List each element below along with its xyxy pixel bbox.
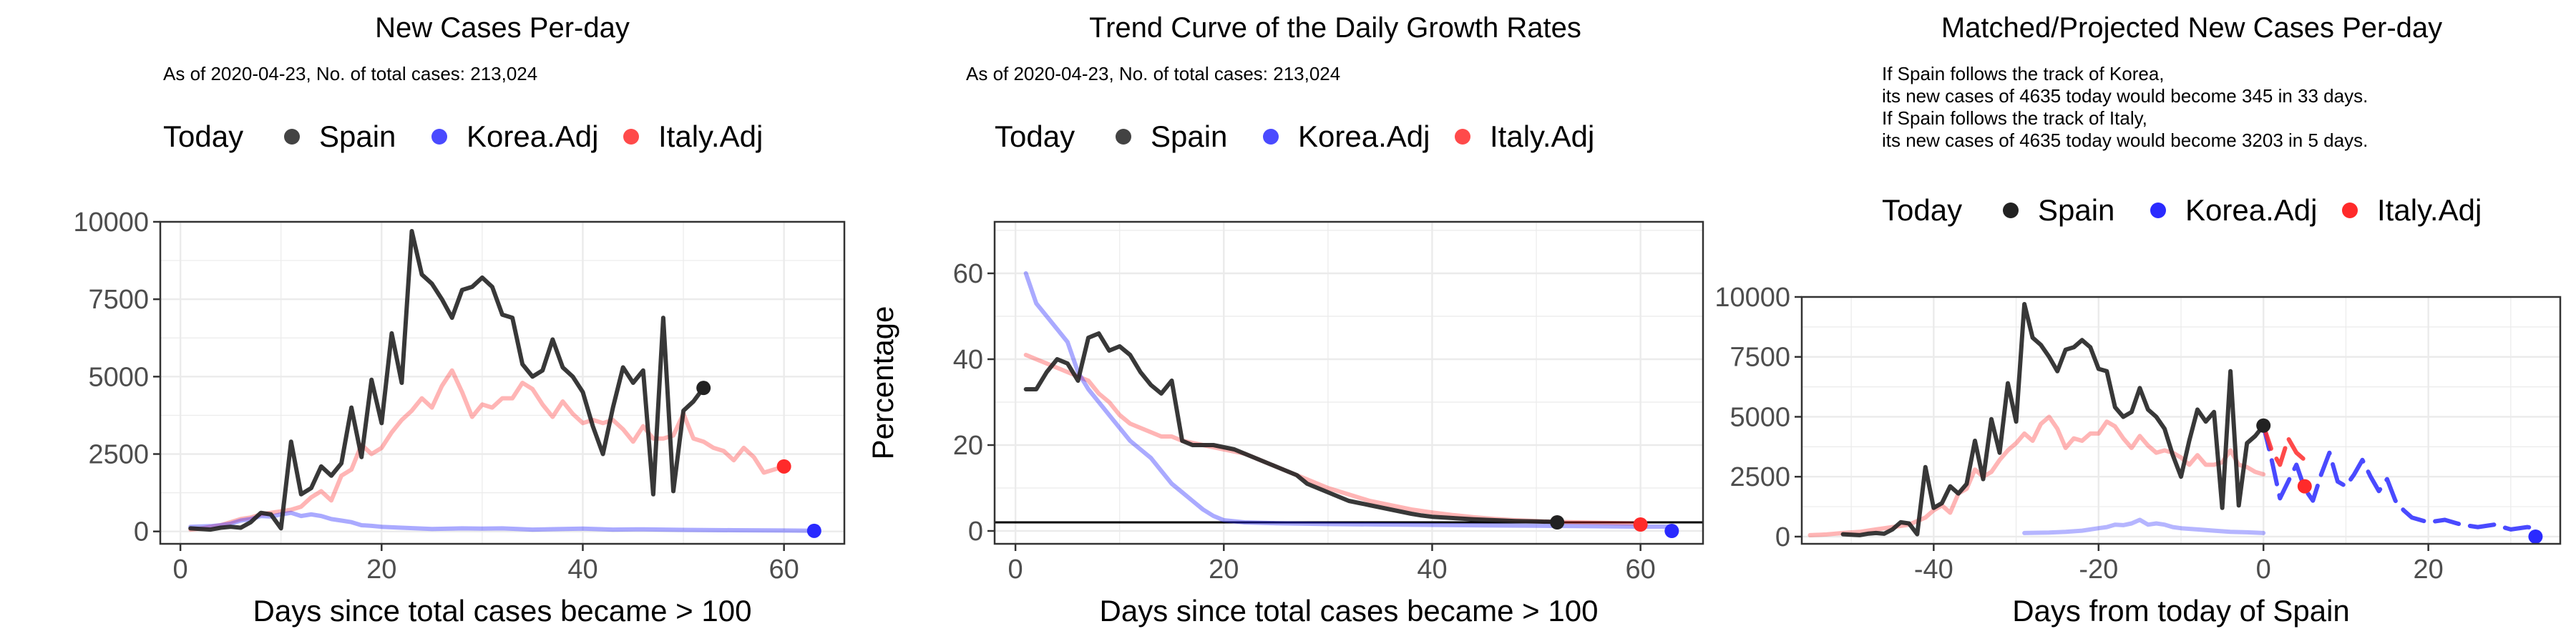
series-line-korea: [188, 510, 816, 533]
legend-label-italy: Italy.Adj: [658, 119, 763, 153]
legend-key-korea: [2150, 203, 2166, 218]
chart-title: New Cases Per-day: [375, 12, 630, 44]
today-point-italy: [1633, 517, 1648, 532]
chart-subtitle-line: its new cases of 4635 today would become…: [1882, 85, 2368, 107]
x-tick-label: -20: [2079, 555, 2118, 585]
y-tick-label: 7500: [88, 285, 149, 315]
legend-key-italy: [623, 129, 639, 145]
plot-panel: [160, 222, 844, 544]
y-tick-label: 10000: [1714, 283, 1790, 313]
x-tick-label: 0: [1008, 555, 1023, 585]
x-tick-label: 0: [173, 555, 188, 585]
legend-title: Today: [1882, 193, 1962, 227]
plot-frame: [993, 220, 1704, 545]
series-line-italy: [1807, 414, 2266, 537]
legend-key-spain: [1116, 129, 1131, 145]
legend-label-spain: Spain: [319, 119, 396, 153]
series-line-korea-projected: [2261, 423, 2538, 532]
legend-key-korea: [1263, 129, 1279, 145]
legend-label-italy: Italy.Adj: [1490, 119, 1594, 153]
y-tick-label: 0: [968, 517, 983, 547]
x-tick-label: 60: [1626, 555, 1656, 585]
series-line-spain: [1840, 302, 2266, 537]
chart-subtitle: As of 2020-04-23, No. of total cases: 21…: [163, 63, 537, 84]
today-point-italy: [2297, 479, 2312, 494]
legend-label-korea: Korea.Adj: [1298, 119, 1430, 153]
today-point-italy: [776, 459, 791, 474]
today-point-spain: [2256, 418, 2271, 433]
legend-title: Today: [995, 119, 1075, 153]
today-point-korea: [2528, 529, 2543, 544]
series-line-italy: [188, 368, 786, 532]
series-line-korea: [1023, 271, 1674, 529]
y-tick-label: 2500: [88, 440, 149, 470]
x-tick-label: 0: [2256, 555, 2271, 585]
legend-key-italy: [1455, 129, 1470, 145]
legend-key-spain: [284, 129, 300, 145]
x-tick-label: 40: [1417, 555, 1447, 585]
plot-panel: [995, 222, 1703, 544]
chart-subtitle: As of 2020-04-23, No. of total cases: 21…: [966, 63, 1340, 84]
today-point-korea: [1664, 524, 1679, 538]
x-tick-label: 20: [1209, 555, 1239, 585]
x-tick-label: 60: [769, 555, 799, 585]
legend-label-korea: Korea.Adj: [467, 119, 598, 153]
y-tick-label: 40: [953, 345, 983, 375]
plot-frame: [1800, 296, 2562, 545]
y-tick-label: 60: [953, 259, 983, 289]
y-axis-label: Percentage: [866, 306, 899, 460]
chart-subtitle-line: If Spain follows the track of Italy,: [1882, 107, 2147, 129]
x-axis-label: Days since total cases became > 100: [1100, 594, 1599, 628]
legend-key-italy: [2342, 203, 2358, 218]
chart-subtitle-line: its new cases of 4635 today would become…: [1882, 130, 2368, 151]
y-tick-label: 7500: [1729, 343, 1790, 373]
chart-title: Trend Curve of the Daily Growth Rates: [1089, 12, 1581, 44]
series-line-korea: [2022, 517, 2266, 535]
y-tick-label: 2500: [1729, 462, 1790, 492]
x-tick-label: -40: [1914, 555, 1953, 585]
x-axis-label: Days since total cases became > 100: [253, 594, 752, 628]
legend-key-korea: [431, 129, 447, 145]
legend-label-spain: Spain: [2038, 193, 2114, 227]
y-tick-label: 5000: [1729, 402, 1790, 432]
legend-title: Today: [163, 119, 243, 153]
today-point-spain: [696, 381, 711, 396]
legend-label-italy: Italy.Adj: [2377, 193, 2482, 227]
y-tick-label: 0: [1775, 522, 1790, 552]
chart-title: Matched/Projected New Cases Per-day: [1941, 12, 2442, 44]
x-axis-label: Days from today of Spain: [2012, 594, 2350, 628]
legend-key-spain: [2003, 203, 2019, 218]
x-tick-label: 40: [567, 555, 597, 585]
plot-frame: [159, 220, 846, 545]
y-tick-label: 20: [953, 431, 983, 461]
y-tick-label: 5000: [88, 362, 149, 392]
y-tick-label: 10000: [73, 208, 149, 238]
series-line-spain: [188, 229, 706, 532]
today-point-spain: [1550, 515, 1565, 530]
series-line-italy-projected: [2261, 423, 2307, 467]
legend-label-korea: Korea.Adj: [2185, 193, 2317, 227]
x-tick-label: 20: [366, 555, 396, 585]
y-tick-label: 0: [134, 517, 149, 547]
series-line-spain: [1023, 331, 1560, 525]
chart-subtitle-line: If Spain follows the track of Korea,: [1882, 63, 2165, 84]
x-tick-label: 20: [2414, 555, 2444, 585]
today-point-korea: [806, 523, 821, 538]
legend-label-spain: Spain: [1151, 119, 1227, 153]
